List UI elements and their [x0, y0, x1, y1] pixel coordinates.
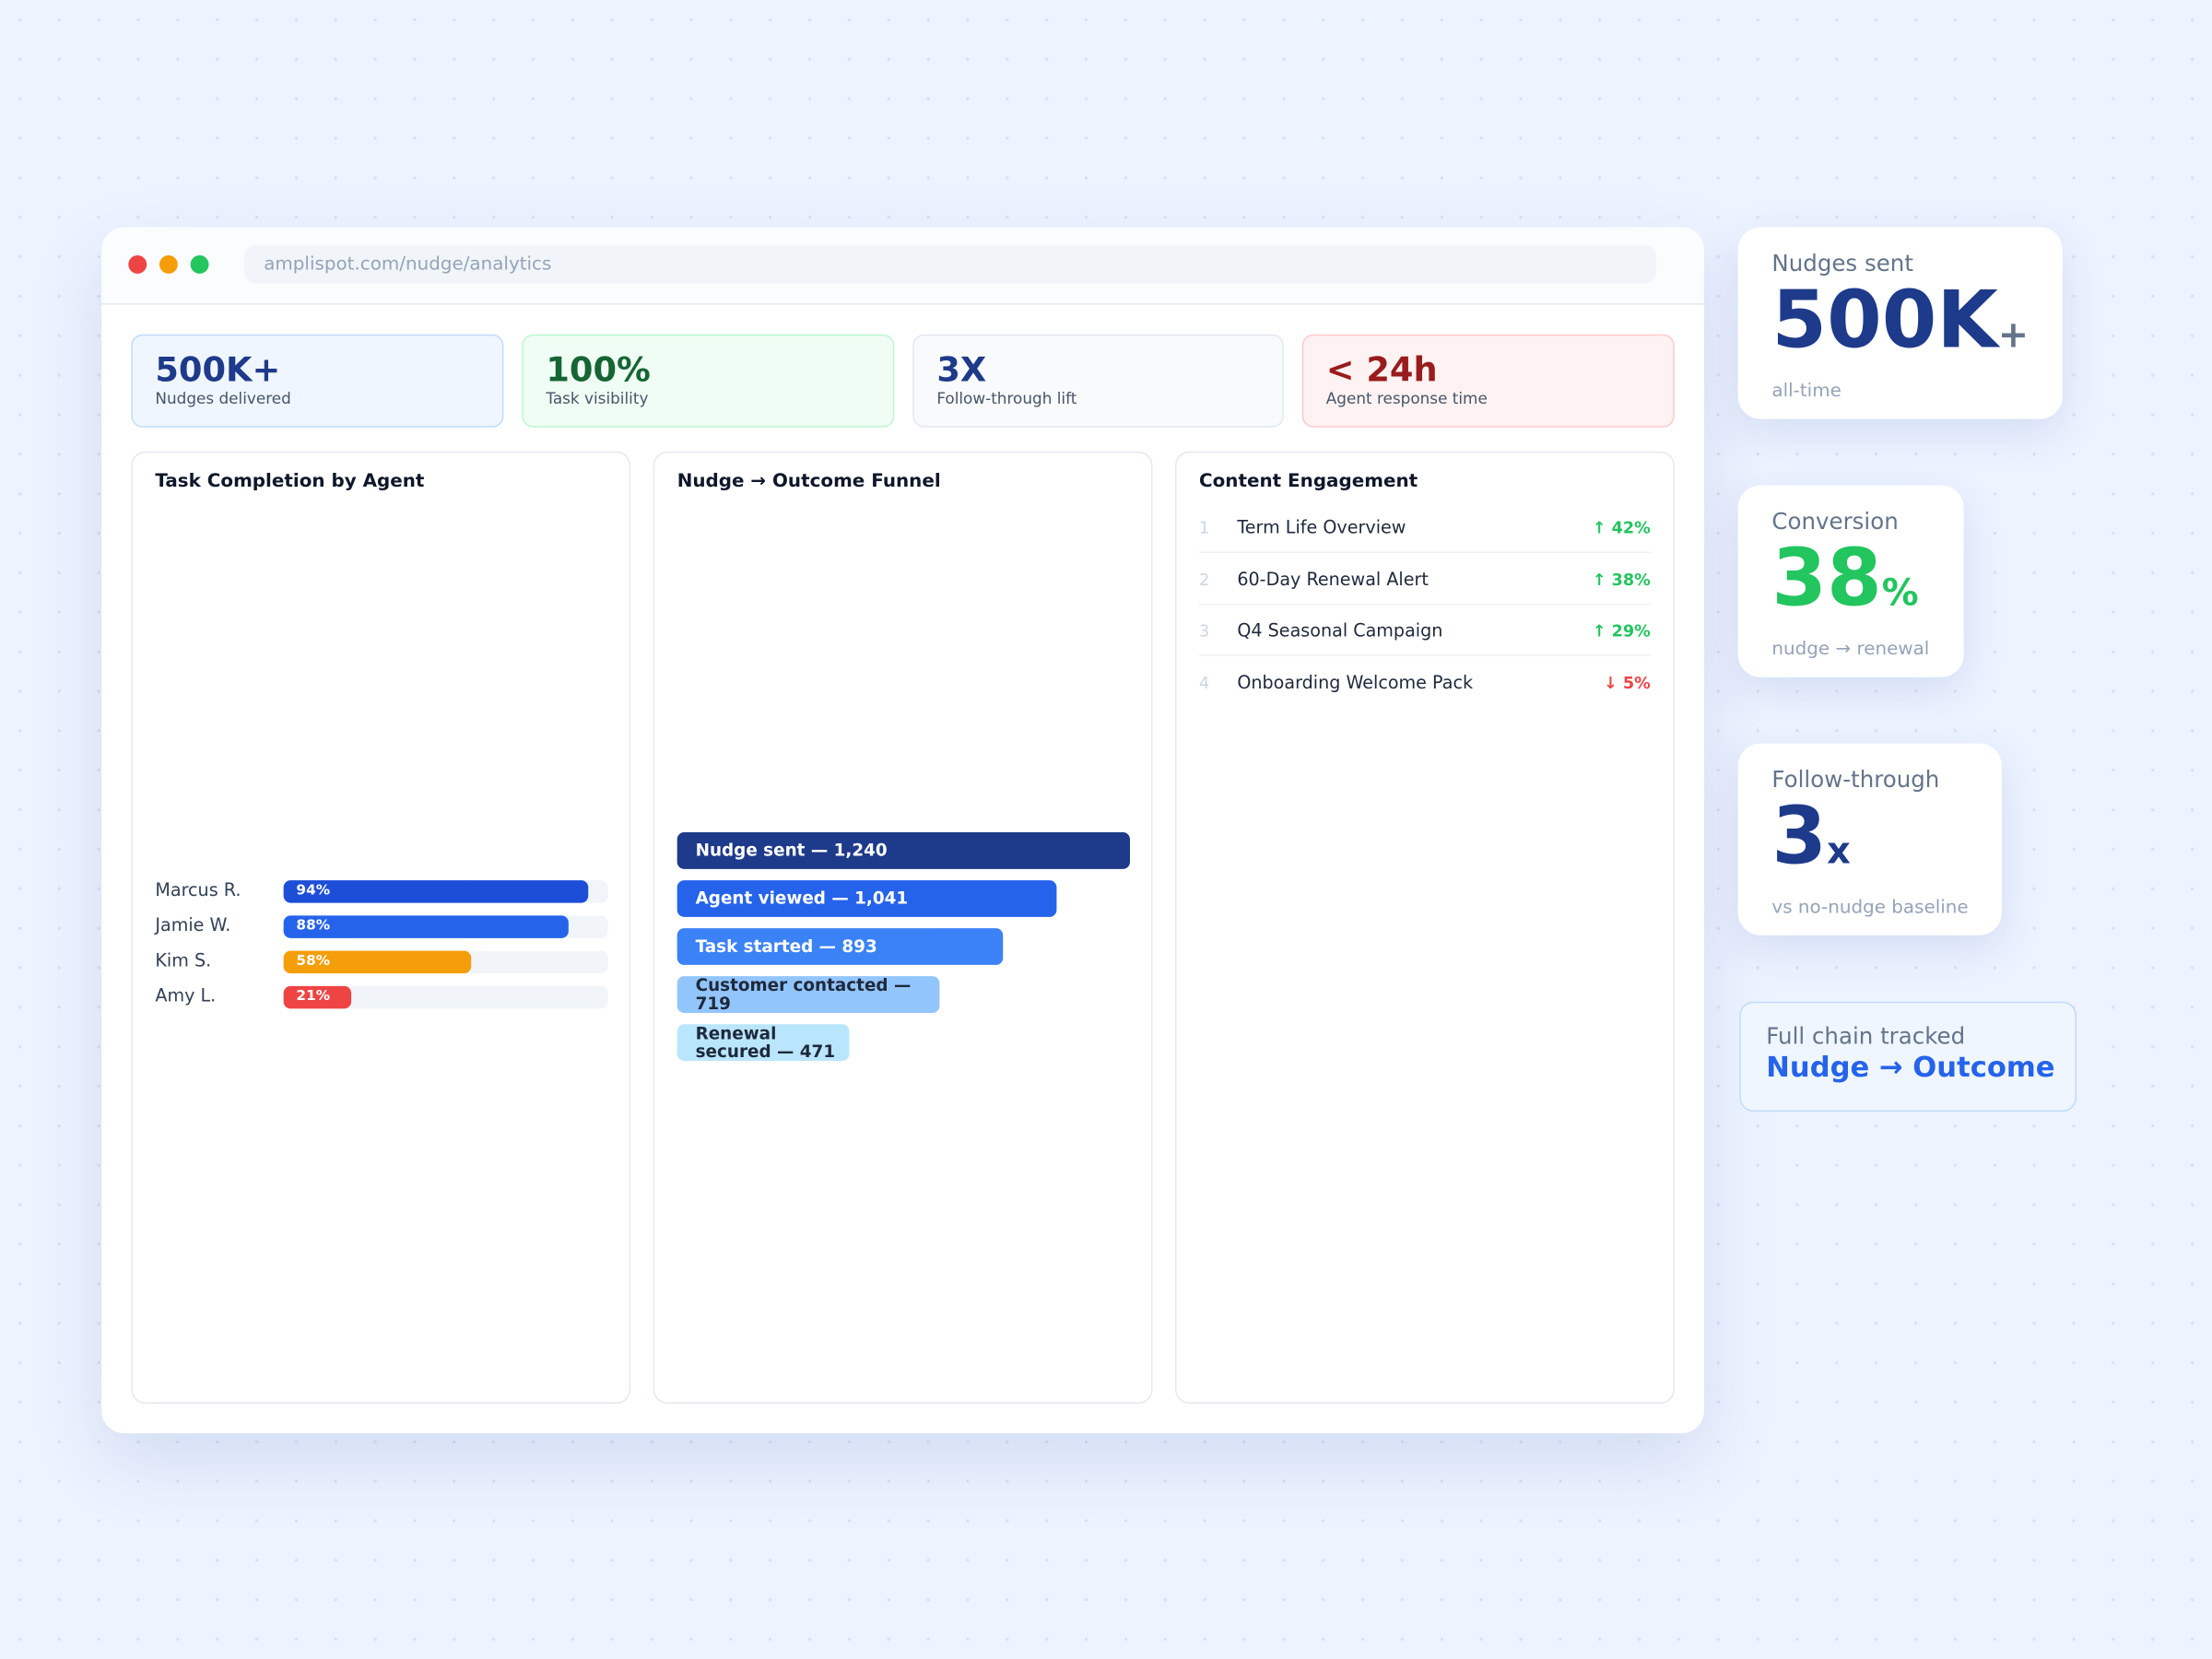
content-name: Term Life Overview: [1237, 516, 1406, 538]
close-dot[interactable]: [128, 255, 147, 274]
card-suffix: +: [1997, 314, 2030, 358]
chain-card: Full chain tracked Nudge → Outcome: [1739, 1001, 2077, 1112]
card-value: 38: [1771, 533, 1882, 626]
chain-value: Nudge → Outcome: [1766, 1049, 2055, 1084]
kpi-label: Agent response time: [1325, 389, 1488, 408]
kpi-value: 100%: [546, 349, 651, 390]
funnel-bar: Agent viewed — 1,041: [677, 880, 1058, 917]
bar-track: 58%: [283, 950, 608, 974]
url-bar[interactable]: amplispot.com/nudge/analytics: [243, 245, 1656, 284]
card-value-row: 500K+: [1771, 276, 2029, 381]
kpi-card: < 24h Agent response time: [1301, 334, 1675, 428]
funnel-bar: Task started — 893: [677, 928, 1004, 965]
kpi-value: < 24h: [1325, 349, 1438, 390]
funnel-bar: Renewal secured — 471: [677, 1023, 850, 1062]
chain-label: Full chain tracked: [1766, 1022, 1966, 1050]
bar-track: 21%: [283, 985, 608, 1009]
row-divider: [1199, 551, 1651, 553]
bar-track: 94%: [283, 880, 608, 903]
funnel-label: Customer contacted — 719: [695, 975, 912, 1013]
kpi-label: Nudges delivered: [155, 389, 291, 408]
content-name: 60-Day Renewal Alert: [1237, 568, 1429, 590]
card-sub: nudge → renewal: [1771, 639, 1930, 661]
panel-title: Nudge → Outcome Funnel: [677, 471, 941, 493]
change: ↑ 38%: [1592, 569, 1651, 590]
card-sub: vs no-nudge baseline: [1771, 897, 1969, 919]
task-panel: Task Completion by Agent Marcus R. 94% Jam…: [131, 451, 631, 1404]
funnel-bar: Customer contacted — 719: [677, 976, 940, 1013]
agent-bar: 21%: [283, 985, 352, 1009]
agent-name: Amy L.: [155, 984, 217, 1006]
agent-name: Kim S.: [155, 949, 212, 971]
agent-name: Marcus R.: [155, 878, 241, 900]
change: ↑ 29%: [1592, 621, 1651, 641]
kpi-label: Task visibility: [546, 389, 649, 408]
card-value-row: 38%: [1771, 533, 1929, 639]
row-divider: [1199, 654, 1651, 657]
content-name: Onboarding Welcome Pack: [1237, 671, 1474, 693]
content-panel: Content Engagement 1 Term Life Overview ↑ …: [1174, 451, 1675, 1404]
funnel-label: Renewal secured — 471: [695, 1023, 836, 1062]
agent-bar: 94%: [283, 880, 589, 903]
funnel-label: Agent viewed — 1,041: [695, 888, 909, 909]
card-suffix: %: [1881, 572, 1919, 616]
agent-name: Jamie W.: [155, 913, 231, 935]
card-value: 500K: [1771, 275, 1998, 367]
bar-label: 88%: [296, 918, 331, 935]
rank: 2: [1199, 569, 1210, 590]
bar-track: 88%: [283, 915, 608, 938]
stat-card: Conversion 38% nudge → renewal: [1737, 485, 1964, 677]
change: ↓ 5%: [1604, 673, 1651, 693]
rank: 4: [1199, 673, 1210, 693]
card-value: 3: [1771, 791, 1828, 884]
card-label: Conversion: [1771, 508, 1899, 535]
kpi-card: 100% Task visibility: [522, 334, 895, 428]
bar-label: 21%: [296, 988, 331, 1005]
maximize-dot[interactable]: [190, 255, 209, 274]
rank: 3: [1199, 621, 1210, 641]
row-divider: [1199, 603, 1651, 606]
stat-card: Follow-through 3x vs no-nudge baseline: [1737, 743, 2003, 935]
bar-label: 58%: [296, 953, 331, 970]
card-sub: all-time: [1771, 381, 1841, 403]
bar-label: 94%: [296, 883, 331, 899]
funnel-bar: Nudge sent — 1,240: [677, 832, 1131, 869]
funnel-label: Task started — 893: [695, 935, 877, 957]
kpi-value: 3X: [936, 349, 987, 390]
kpi-value: 500K+: [155, 349, 281, 390]
kpi-card: 3X Follow-through lift: [912, 334, 1284, 428]
funnel-panel: Nudge → Outcome Funnel Nudge sent — 1,24…: [653, 451, 1153, 1404]
card-suffix: x: [1827, 830, 1851, 874]
rank: 1: [1199, 517, 1210, 538]
card-label: Nudges sent: [1771, 249, 1913, 276]
minimize-dot[interactable]: [159, 255, 178, 274]
kpi-card: 500K+ Nudges delivered: [131, 334, 504, 428]
panel-title: Content Engagement: [1199, 471, 1418, 493]
stat-card: Nudges sent 500K+ all-time: [1737, 227, 2063, 419]
browser-window: amplispot.com/nudge/analytics 500K+ Nudge…: [101, 227, 1704, 1434]
agent-bar: 88%: [283, 915, 570, 938]
card-label: Follow-through: [1771, 766, 1940, 794]
content-name: Q4 Seasonal Campaign: [1237, 619, 1443, 641]
title-bar: amplispot.com/nudge/analytics: [101, 227, 1704, 305]
panel-title: Task Completion by Agent: [155, 471, 425, 493]
card-value-row: 3x: [1771, 791, 1968, 897]
kpi-label: Follow-through lift: [936, 389, 1077, 408]
change: ↑ 42%: [1592, 517, 1651, 538]
agent-bar: 58%: [283, 950, 472, 974]
funnel-label: Nudge sent — 1,240: [695, 840, 888, 861]
